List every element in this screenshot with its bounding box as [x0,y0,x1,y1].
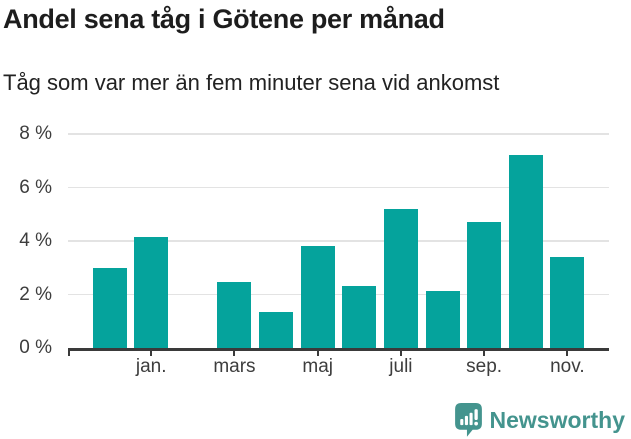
brand-footer: Newsworthy [454,403,625,437]
x-tick-label-jan: jan. [135,356,167,377]
gridline-8 [68,133,609,135]
bar-maj [300,246,335,348]
bar-okt [508,155,543,348]
chart-title: Andel sena tåg i Götene per månad [3,4,445,34]
x-tick-juli [399,350,402,356]
x-tick-sep [483,350,486,356]
bar-mars [217,282,252,348]
gridline-2 [68,293,609,296]
x-tick-label-maj: maj [302,356,333,377]
y-tick-label-2: 2 % [19,283,52,305]
gridline-4 [68,240,609,242]
bar-dec [92,267,127,348]
y-tick-label-0: 0 % [19,337,52,358]
y-tick-label-8: 8 % [19,123,52,144]
bar-juni [342,286,377,348]
bar-jan [134,237,169,348]
x-tick-nov [566,350,569,356]
x-tick-label-juli: juli [389,356,413,377]
bar-juli [383,208,418,348]
gridline-6 [68,186,609,189]
plot-area [68,133,609,356]
x-tick-jan [150,350,153,356]
y-tick-label-6: 6 % [19,176,52,198]
newsworthy-logo-icon [454,403,482,437]
brand-name: Newsworthy [489,406,625,433]
x-tick-label-nov: nov. [550,356,585,377]
chart-subtitle: Tåg som var mer än fem minuter sena vid … [3,70,500,95]
bar-nov [550,257,585,348]
bar-chart: 0 % 2 % 4 % 6 % 8 % jan. mars maj juli sep. nov. [0,123,631,386]
bar-sep [467,222,502,348]
x-tick-maj [316,350,319,356]
y-tick-label-4: 4 % [19,230,52,251]
x-tick-label-sep: sep. [466,356,503,377]
x-axis-line [68,348,609,351]
x-tick-mars [233,350,236,356]
bar-apr [259,311,294,348]
bar-aug [425,290,460,348]
axis-start-tick [68,350,70,356]
x-tick-label-mars: mars [213,356,256,377]
